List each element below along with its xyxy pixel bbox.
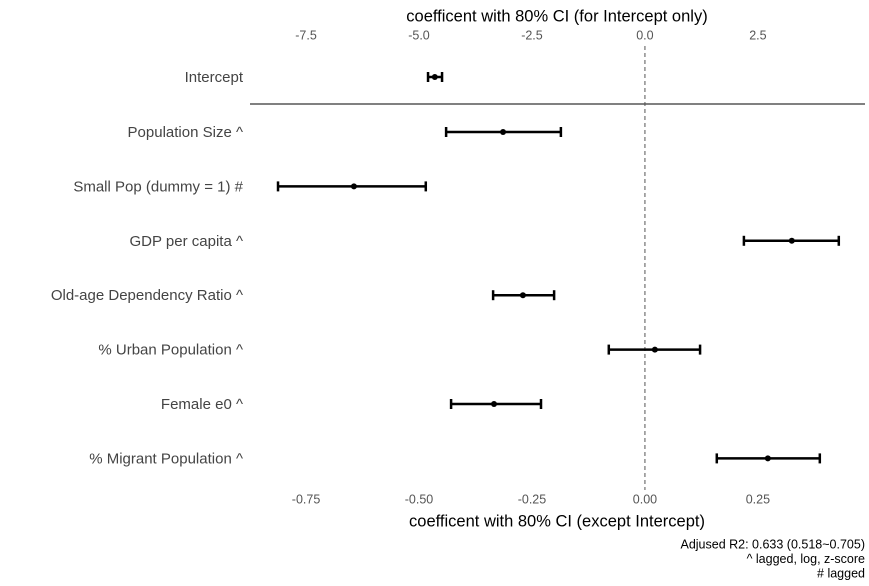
top-axis-title: coefficent with 80% CI (for Intercept on… — [406, 7, 707, 25]
tick-label: -0.75 — [292, 492, 321, 506]
tick-label: -2.5 — [521, 28, 543, 42]
point — [491, 401, 498, 407]
point — [350, 183, 357, 190]
tick-label: -0.50 — [405, 492, 434, 506]
tick-label: -7.5 — [295, 28, 317, 42]
category-label: % Migrant Population ^ — [89, 450, 243, 467]
point — [500, 129, 507, 135]
category-label: GDP per capita ^ — [130, 233, 243, 250]
note: # lagged — [817, 566, 865, 580]
tick-label: 0.0 — [636, 28, 653, 42]
point — [431, 74, 438, 80]
point — [764, 455, 771, 462]
category-label: Small Pop (dummy = 1) # — [73, 178, 243, 195]
category-label: Population Size ^ — [128, 124, 243, 141]
category-label: Intercept — [185, 69, 244, 86]
category-label: Old-age Dependency Ratio ^ — [51, 287, 243, 304]
tick-label: -0.25 — [518, 492, 547, 506]
bottom-axis-title: coefficent with 80% CI (except Intercept… — [409, 512, 705, 530]
point — [519, 292, 526, 299]
category-label: Female e0 ^ — [161, 396, 243, 413]
note: ^ lagged, log, z-score — [747, 552, 865, 566]
point — [788, 237, 795, 244]
tick-label: -5.0 — [408, 28, 430, 42]
category-label: % Urban Population ^ — [98, 342, 243, 359]
tick-label: 0.25 — [746, 492, 770, 506]
point — [651, 346, 658, 353]
tick-label: 2.5 — [749, 28, 766, 42]
note: Adjused R2: 0.633 (0.518~0.705) — [680, 537, 865, 551]
tick-label: 0.00 — [633, 492, 657, 506]
